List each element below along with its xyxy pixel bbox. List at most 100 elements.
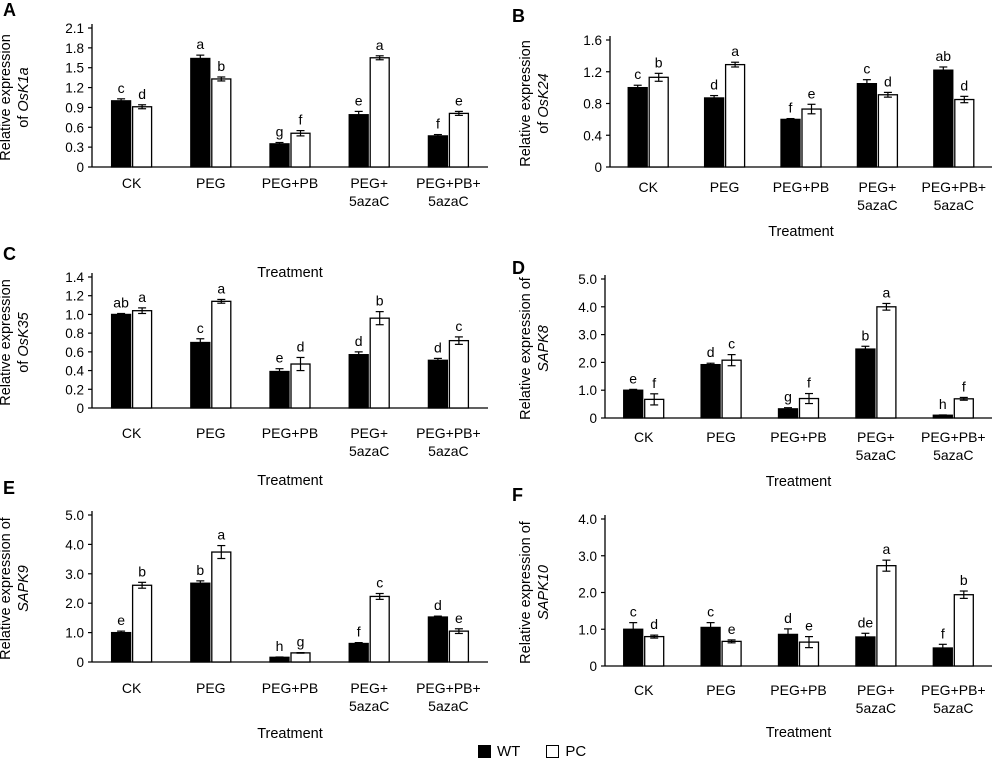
x-category-label: 5azaC [428,443,468,459]
significance-label: f [299,112,303,128]
x-category-label: 5azaC [934,197,974,213]
bar-wt [190,341,211,409]
bar-wt [703,97,725,168]
bar-wt [110,313,132,409]
panel-letter: E [3,478,15,498]
bar-pc [131,106,153,168]
x-category-label: PEG+ [857,429,895,445]
legend-item-pc: PC [546,743,586,760]
x-category-label: PEG [196,175,226,191]
gene-name: SAPK9 [16,565,32,612]
bar-pc [369,57,390,168]
significance-label: d [434,339,442,355]
x-category-label: PEG+ [857,682,895,698]
y-tick-label: 2.1 [65,21,84,36]
bar-pc [211,551,232,663]
bar-pc [721,359,742,419]
gene-name: OsK1a [16,67,32,111]
y-axis-label-line1: Relative expression [0,279,14,406]
bar-pc [131,584,153,663]
chart-panel-c: C 0 0.2 0.4 0.6 0.8 1.0 1.2 1.4 Relative expressi… [0,244,488,489]
x-category-label: PEG+PB [773,179,829,195]
significance-label: a [217,280,225,296]
bar-wt [855,348,876,419]
significance-label: e [455,92,463,108]
significance-label: f [357,624,361,640]
bar-pc [448,112,470,168]
significance-label: c [197,320,204,336]
significance-label: a [138,289,146,305]
x-category-label: CK [122,425,142,441]
bar-pc [724,63,746,168]
x-category-label: PEG+PB [770,429,826,445]
bar-wt [933,69,954,168]
x-category-label: PEG+ [350,425,388,441]
bar-wt [348,354,369,409]
significance-label: b [376,293,384,309]
chart-panel-e: E 0 1.0 2.0 3.0 4.0 5.0 Relative expression ofS… [0,478,488,742]
x-category-label: PEG [706,682,736,698]
significance-label: d [434,597,442,613]
x-category-label: CK [634,682,654,698]
legend-label-wt: WT [497,742,521,760]
y-tick-label: 3.0 [578,328,597,343]
x-category-label: CK [122,175,142,191]
significance-label: e [728,621,736,637]
bar-pc [290,132,311,168]
bar-pc [369,595,390,663]
bar-wt [780,118,801,168]
y-tick-label: 1.2 [65,81,84,96]
x-category-label: 5azaC [856,700,896,716]
significance-label: h [939,396,947,412]
bar-pc [211,78,232,168]
bar-wt [427,359,449,409]
significance-label: f [789,100,793,116]
y-axis-label-line1: Relative expression [518,40,534,167]
significance-label: ab [936,48,952,64]
gene-name: OsK35 [16,311,32,356]
x-category-label: PEG+PB+ [922,179,987,195]
x-category-label: CK [634,429,654,445]
bar-wt [269,143,290,168]
panel-letter: A [3,0,16,20]
y-axis-label-line2: SAPK10 [536,565,552,620]
y-axis-label-line1: Relative expression of [518,520,534,664]
significance-label: g [297,634,305,650]
bar-wt [627,86,648,168]
bar-pc [131,310,153,409]
y-tick-label: 0 [76,160,84,175]
significance-label: c [630,604,637,620]
significance-label: de [858,614,874,630]
significance-label: a [731,43,739,59]
chart-panel-b: B 0 0.4 0.8 1.2 1.6 Relative expression of OsK2… [512,6,992,240]
significance-label: c [634,66,641,82]
y-tick-label: 3.0 [578,549,597,564]
x-axis-title: Treatment [766,725,832,741]
significance-label: c [707,604,714,620]
x-category-label: PEG+PB+ [921,682,986,698]
bar-pc [953,594,974,667]
y-axis-label-line2: of OsK35 [16,311,32,372]
y-axis-label: Relative expressionof OsK35 [0,279,32,406]
gene-name: SAPK10 [536,565,552,620]
y-tick-label: 4.0 [65,537,84,552]
y-tick-label: 1.0 [578,383,597,398]
y-tick-label: 0 [76,401,84,416]
bar-pc [290,652,311,663]
significance-label: d [138,86,146,102]
significance-label: f [652,375,656,391]
significance-label: d [707,344,715,360]
bar-pc [369,317,390,409]
x-category-label: PEG [710,179,740,195]
y-tick-label: 0.2 [65,382,84,397]
bar-pc [801,108,822,168]
significance-label: b [217,58,225,74]
x-category-label: PEG+ [859,179,897,195]
bar-pc [648,76,669,168]
y-tick-label: 0.4 [583,128,602,143]
significance-label: ab [113,294,129,310]
x-axis-title: Treatment [766,474,832,490]
chart-panel-d: D 0 1.0 2.0 3.0 4.0 5.0 Relative expression of S… [512,258,992,490]
bar-pc [721,640,742,667]
